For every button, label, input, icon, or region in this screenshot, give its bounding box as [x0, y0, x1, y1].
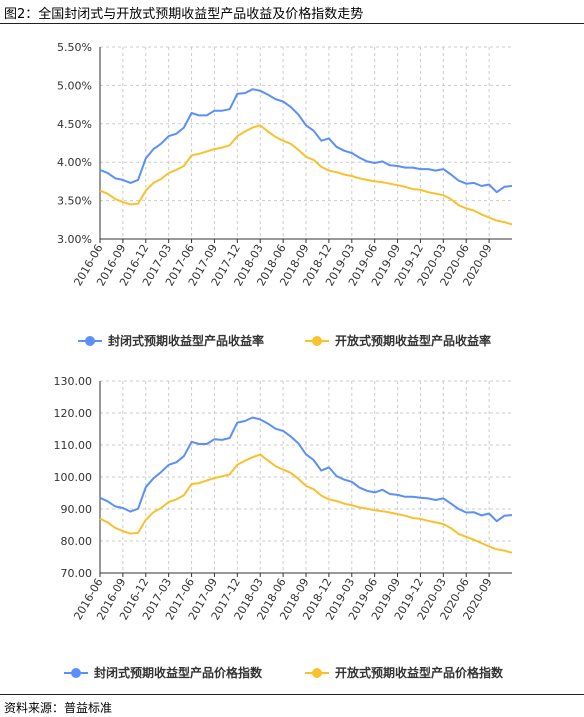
y-tick-label: 4.00% — [57, 156, 92, 169]
legend-swatch-dot — [312, 336, 322, 346]
legend-label: 封闭式预期收益型产品价格指数 — [94, 665, 263, 680]
y-tick-label: 100.00 — [54, 471, 93, 484]
legend: 封闭式预期收益型产品价格指数 开放式预期收益型产品价格指数 — [64, 665, 504, 680]
y-tick-label: 90.00 — [61, 503, 93, 516]
y-tick-label: 3.00% — [57, 233, 92, 246]
y-tick-label: 3.50% — [57, 195, 92, 208]
legend-swatch-dot — [312, 668, 322, 678]
y-tick-label: 5.00% — [57, 79, 92, 92]
y-tick-label: 80.00 — [61, 535, 93, 548]
series-line-1 — [99, 416, 513, 523]
legend-swatch-dot — [71, 668, 81, 678]
legend: 封闭式预期收益型产品收益率 开放式预期收益型产品收益率 — [78, 333, 491, 348]
top-rule — [0, 23, 584, 24]
y-tick-label: 110.00 — [54, 439, 93, 452]
bottom-rule — [0, 694, 584, 695]
legend-swatch-dot — [85, 336, 95, 346]
legend-label: 开放式预期收益型产品收益率 — [335, 333, 491, 348]
source-note: 资料来源：普益标准 — [4, 701, 113, 715]
y-tick-label: 5.50% — [57, 41, 92, 54]
figure-caption: 图2：全国封闭式与开放式预期收益型产品收益及价格指数走势 — [4, 7, 364, 22]
chart-2: 130.00120.00110.00100.0090.0080.0070.002… — [54, 375, 513, 680]
series-line-2 — [99, 453, 513, 554]
y-tick-label: 4.50% — [57, 118, 92, 131]
y-tick-label: 70.00 — [61, 567, 93, 580]
y-tick-label: 120.00 — [54, 407, 93, 420]
legend-label: 封闭式预期收益型产品收益率 — [108, 333, 264, 348]
y-tick-label: 130.00 — [54, 375, 93, 388]
series-line-1 — [99, 88, 513, 194]
legend-label: 开放式预期收益型产品价格指数 — [335, 665, 504, 680]
chart-1: 5.50%5.00%4.50%4.00%3.50%3.00%2016-06201… — [57, 41, 513, 348]
series-line-2 — [99, 124, 513, 226]
